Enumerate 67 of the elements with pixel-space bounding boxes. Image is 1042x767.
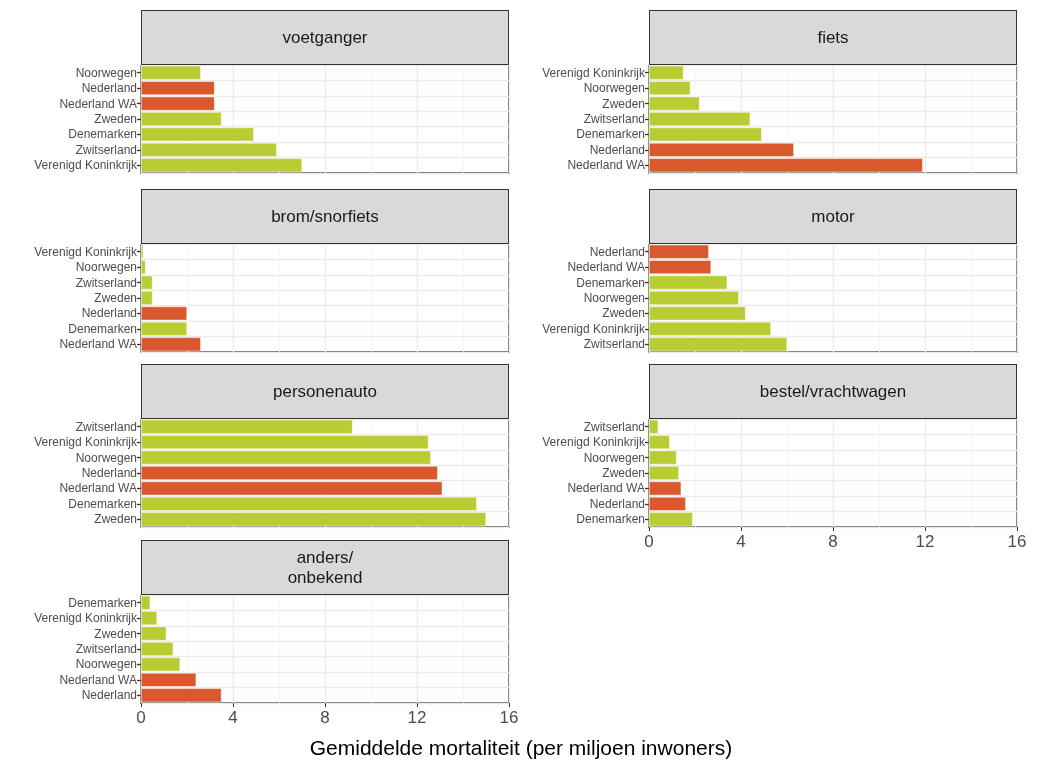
y-tick-label: Verenigd Koninkrijk: [542, 65, 646, 80]
chart-title: anders/ onbekend: [141, 540, 509, 595]
y-tick-label: Noorwegen: [75, 450, 137, 465]
y-tick-label: Denemarken: [576, 275, 645, 290]
y-tick-label: Zweden: [602, 466, 645, 480]
y-tick-label: Zwitserland: [75, 419, 137, 434]
y-tick-label: Noorwegen: [583, 291, 645, 305]
y-tick-label: Verenigd Koninkrijk: [34, 158, 138, 173]
y-tick-label: Denemarken: [68, 496, 137, 511]
y-tick-label: Verenigd Koninkrijk: [34, 611, 138, 626]
y-tick-label: Denemarken: [576, 127, 645, 142]
y-tick-label: Noorwegen: [75, 657, 137, 672]
chart-title: brom/snorfiets: [141, 189, 509, 244]
x-tick-label: 8: [320, 708, 330, 727]
x-tick-label: 12: [915, 532, 935, 551]
y-tick-label: Nederland: [589, 244, 645, 259]
y-tick-label: Zwitserland: [583, 337, 645, 352]
chart-title: motor: [649, 189, 1017, 244]
x-tick-label: 4: [228, 708, 238, 727]
y-tick-label: Zweden: [94, 291, 137, 305]
y-tick-label: Nederland: [589, 142, 645, 157]
chart-title: bestel/vrachtwagen: [649, 364, 1017, 419]
y-tick-label: Nederland: [589, 496, 645, 511]
y-tick-label: Nederland WA: [59, 337, 137, 352]
x-tick-label: 16: [499, 708, 519, 727]
y-tick-label: Zwitserland: [75, 142, 137, 157]
x-tick-label: 0: [644, 532, 654, 551]
y-tick-label: Noorwegen: [583, 450, 645, 465]
chart-title: fiets: [649, 10, 1017, 65]
y-tick-label: Noorwegen: [583, 81, 645, 96]
y-tick-label: Verenigd Koninkrijk: [542, 435, 646, 450]
x-axis-title: Gemiddelde mortaliteit (per miljoen inwoners): [308, 736, 734, 760]
y-tick-label: Zwitserland: [75, 275, 137, 290]
y-tick-label: Nederland WA: [59, 672, 137, 687]
y-tick-label: Zweden: [94, 512, 137, 527]
x-tick-label: 0: [136, 708, 146, 727]
y-tick-label: Nederland: [81, 81, 137, 96]
y-tick-label: Verenigd Koninkrijk: [542, 321, 646, 336]
x-tick-label: 4: [736, 532, 746, 551]
y-tick-label: Nederland WA: [567, 158, 645, 173]
y-tick-label: Nederland: [81, 688, 137, 703]
chart-title: voetganger: [141, 10, 509, 65]
y-tick-label: Zwitserland: [583, 419, 645, 434]
y-tick-label: Denemarken: [576, 512, 645, 527]
y-tick-label: Nederland WA: [59, 96, 137, 111]
y-tick-label: Zweden: [94, 626, 137, 641]
y-tick-label: Noorwegen: [75, 65, 137, 80]
y-tick-label: Verenigd Koninkrijk: [34, 244, 138, 259]
y-tick-label: Nederland WA: [567, 481, 645, 496]
x-tick-label: 12: [407, 708, 427, 727]
y-tick-label: Denemarken: [68, 321, 137, 336]
y-tick-label: Nederland WA: [567, 260, 645, 275]
y-tick-label: Nederland: [81, 466, 137, 480]
y-tick-label: Nederland: [81, 306, 137, 321]
y-tick-label: Noorwegen: [75, 260, 137, 275]
y-tick-label: Denemarken: [68, 127, 137, 142]
y-tick-label: Nederland WA: [59, 481, 137, 496]
x-tick-label: 8: [828, 532, 838, 551]
y-tick-label: Zweden: [94, 112, 137, 126]
y-tick-label: Verenigd Koninkrijk: [34, 435, 138, 450]
chart-title: personenauto: [141, 364, 509, 419]
y-tick-label: Zwitserland: [583, 112, 645, 126]
y-tick-label: Zweden: [602, 306, 645, 321]
x-tick-label: 16: [1007, 532, 1027, 551]
y-tick-label: Zweden: [602, 96, 645, 111]
y-tick-label: Denemarken: [68, 595, 137, 610]
y-tick-label: Zwitserland: [75, 642, 137, 656]
